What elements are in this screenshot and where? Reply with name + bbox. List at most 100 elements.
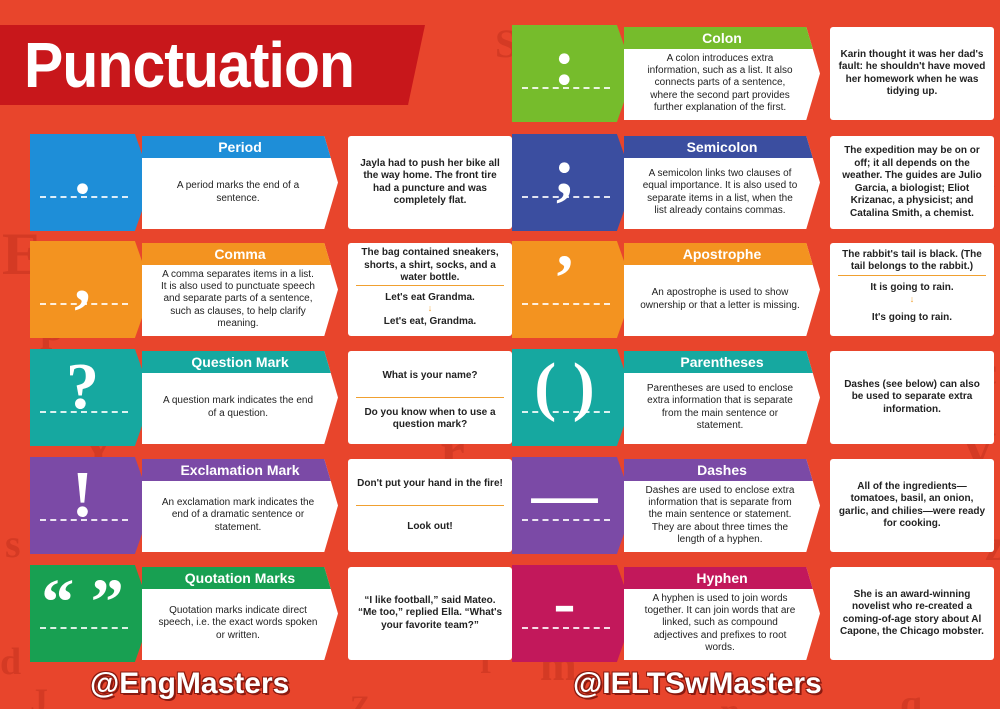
example-text-bottom: Look out! bbox=[407, 520, 453, 532]
footer-handle-left: @EngMasters bbox=[90, 667, 290, 700]
example-text: She is an award-winning novelist who re-… bbox=[840, 588, 984, 638]
example-divider bbox=[356, 284, 504, 286]
row-dashes: — Dashes Dashes are used to enclose extra … bbox=[512, 457, 996, 554]
colon-example-card: Karin thought it was her dad's fault: he… bbox=[830, 27, 994, 120]
quotation-marks-definition: Quotation marks indicate direct speech, … bbox=[158, 605, 318, 641]
row-parentheses: ( ) Parentheses Parentheses are used to en… bbox=[512, 349, 996, 446]
parentheses-definition: Parentheses are used to enclose extra in… bbox=[646, 383, 794, 431]
row-apostrophe: ’ Apostrophe An apostrophe is used to show… bbox=[512, 241, 996, 338]
background-letter: q bbox=[900, 681, 923, 709]
row-comma: , Comma A comma separates items in a list.… bbox=[30, 241, 514, 338]
exclamation-mark-heading: Exclamation Mark bbox=[142, 459, 338, 481]
symbol-guide-line bbox=[522, 196, 610, 198]
period-example-card: Jayla had to push her bike all the way h… bbox=[348, 136, 512, 229]
row-question-mark: ? Question Mark A question mark indicates … bbox=[30, 349, 514, 446]
dashes-heading: Dashes bbox=[624, 459, 820, 481]
period-symbol: . bbox=[74, 135, 91, 208]
exclamation-mark-symbol-tile: ! bbox=[30, 457, 152, 554]
dashes-symbol: — bbox=[531, 458, 598, 531]
hyphen-example-card: She is an award-winning novelist who re-… bbox=[830, 567, 994, 660]
exclamation-mark-definition-card: Exclamation Mark An exclamation mark indi… bbox=[142, 459, 338, 552]
symbol-guide-line bbox=[40, 303, 128, 305]
arrow-down-icon: ↓ bbox=[427, 303, 433, 313]
example-text: The expedition may be on or off; it all … bbox=[842, 145, 982, 219]
row-period: . Period A period marks the end of a sente… bbox=[30, 134, 514, 231]
background-letter: S bbox=[495, 21, 518, 66]
apostrophe-definition-card: Apostrophe An apostrophe is used to show … bbox=[624, 243, 820, 336]
period-symbol-tile: . bbox=[30, 134, 152, 231]
period-definition: A period marks the end of a sentence. bbox=[176, 180, 300, 204]
question-mark-heading: Question Mark bbox=[142, 351, 338, 373]
background-letter: s bbox=[5, 521, 21, 566]
dashes-symbol-tile: — bbox=[512, 457, 634, 554]
example-text: The bag contained sneakers, shorts, a sh… bbox=[361, 247, 499, 283]
comma-definition-card: Comma A comma separates items in a list. … bbox=[142, 243, 338, 336]
symbol-guide-line bbox=[522, 519, 610, 521]
colon-definition-card: Colon A colon introduces extra informatio… bbox=[624, 27, 820, 120]
quotation-marks-example-card: “I like football,” said Mateo. “Me too,”… bbox=[348, 567, 512, 660]
colon-symbol-tile: : bbox=[512, 25, 634, 122]
example-text: All of the ingredients—tomatoes, basil, … bbox=[838, 480, 986, 530]
hyphen-definition: A hyphen is used to join words together.… bbox=[644, 593, 796, 653]
parentheses-example-card: Dashes (see below) can also be used to s… bbox=[830, 351, 994, 444]
question-mark-example-card: What is your name? Do you know when to us… bbox=[348, 351, 512, 444]
example-text: The rabbit's tail is black. (The tail be… bbox=[842, 248, 982, 273]
background-letter: n bbox=[720, 690, 740, 709]
arrow-down-icon: ↓ bbox=[909, 293, 915, 304]
footer-handle-right: @IELTSwMasters bbox=[573, 667, 822, 700]
example-text: “I like football,” said Mateo. “Me too,”… bbox=[357, 594, 503, 631]
exclamation-mark-definition: An exclamation mark indicates the end of… bbox=[161, 497, 315, 533]
dashes-definition-card: Dashes Dashes are used to enclose extra i… bbox=[624, 459, 820, 552]
row-colon: : Colon A colon introduces extra informati… bbox=[512, 25, 996, 122]
colon-symbol: : bbox=[553, 26, 576, 99]
example-text-middle: It is going to rain. bbox=[870, 282, 954, 294]
apostrophe-example-card: The rabbit's tail is black. (The tail be… bbox=[830, 243, 994, 336]
background-letter: Z bbox=[350, 690, 371, 709]
comma-symbol-tile: , bbox=[30, 241, 152, 338]
symbol-guide-line bbox=[522, 87, 610, 89]
symbol-guide-line bbox=[522, 627, 610, 629]
example-text-bottom: It's going to rain. bbox=[871, 311, 953, 323]
symbol-guide-line bbox=[40, 196, 128, 198]
hyphen-definition-card: Hyphen A hyphen is used to join words tog… bbox=[624, 567, 820, 660]
apostrophe-definition: An apostrophe is used to show ownership … bbox=[640, 287, 800, 311]
parentheses-heading: Parentheses bbox=[624, 351, 820, 373]
apostrophe-symbol: ’ bbox=[553, 242, 576, 315]
symbol-guide-line bbox=[522, 303, 610, 305]
quotation-marks-definition-card: Quotation Marks Quotation marks indicate … bbox=[142, 567, 338, 660]
quotation-marks-symbol: “ ” bbox=[41, 566, 124, 639]
semicolon-symbol: ; bbox=[553, 135, 576, 208]
exclamation-mark-symbol: ! bbox=[71, 458, 94, 531]
example-text-bottom: Let's eat, Grandma. bbox=[383, 316, 477, 328]
hyphen-heading: Hyphen bbox=[624, 567, 820, 589]
question-mark-definition-card: Question Mark A question mark indicates t… bbox=[142, 351, 338, 444]
semicolon-symbol-tile: ; bbox=[512, 134, 634, 231]
example-text: Jayla had to push her bike all the way h… bbox=[360, 157, 500, 207]
parentheses-symbol: ( ) bbox=[534, 350, 595, 423]
period-heading: Period bbox=[142, 136, 338, 158]
background-letter: d bbox=[0, 641, 22, 683]
background-letter: a bbox=[600, 700, 617, 709]
example-text: What is your name? bbox=[382, 369, 478, 381]
background-letter: w bbox=[220, 700, 245, 709]
semicolon-definition-card: Semicolon A semicolon links two clauses o… bbox=[624, 136, 820, 229]
apostrophe-heading: Apostrophe bbox=[624, 243, 820, 265]
example-text: Karin thought it was her dad's fault: he… bbox=[838, 48, 986, 98]
hyphen-symbol-tile: - bbox=[512, 565, 634, 662]
apostrophe-symbol-tile: ’ bbox=[512, 241, 634, 338]
example-text-bottom: Do you know when to use a question mark? bbox=[364, 406, 496, 431]
symbol-guide-line bbox=[40, 411, 128, 413]
parentheses-symbol-tile: ( ) bbox=[512, 349, 634, 446]
row-exclamation-mark: ! Exclamation Mark An exclamation mark ind… bbox=[30, 457, 514, 554]
quotation-marks-heading: Quotation Marks bbox=[142, 567, 338, 589]
background-letter: y bbox=[820, 700, 835, 709]
example-text: Don't put your hand in the fire! bbox=[357, 477, 503, 489]
title-banner: Punctuation bbox=[0, 25, 425, 105]
comma-heading: Comma bbox=[142, 243, 338, 265]
row-hyphen: - Hyphen A hyphen is used to join words to… bbox=[512, 565, 996, 662]
comma-example-card: The bag contained sneakers, shorts, a sh… bbox=[348, 243, 512, 336]
quotation-marks-symbol-tile: “ ” bbox=[30, 565, 152, 662]
question-mark-definition: A question mark indicates the end of a q… bbox=[162, 395, 314, 419]
symbol-guide-line bbox=[522, 411, 610, 413]
question-mark-symbol-tile: ? bbox=[30, 349, 152, 446]
